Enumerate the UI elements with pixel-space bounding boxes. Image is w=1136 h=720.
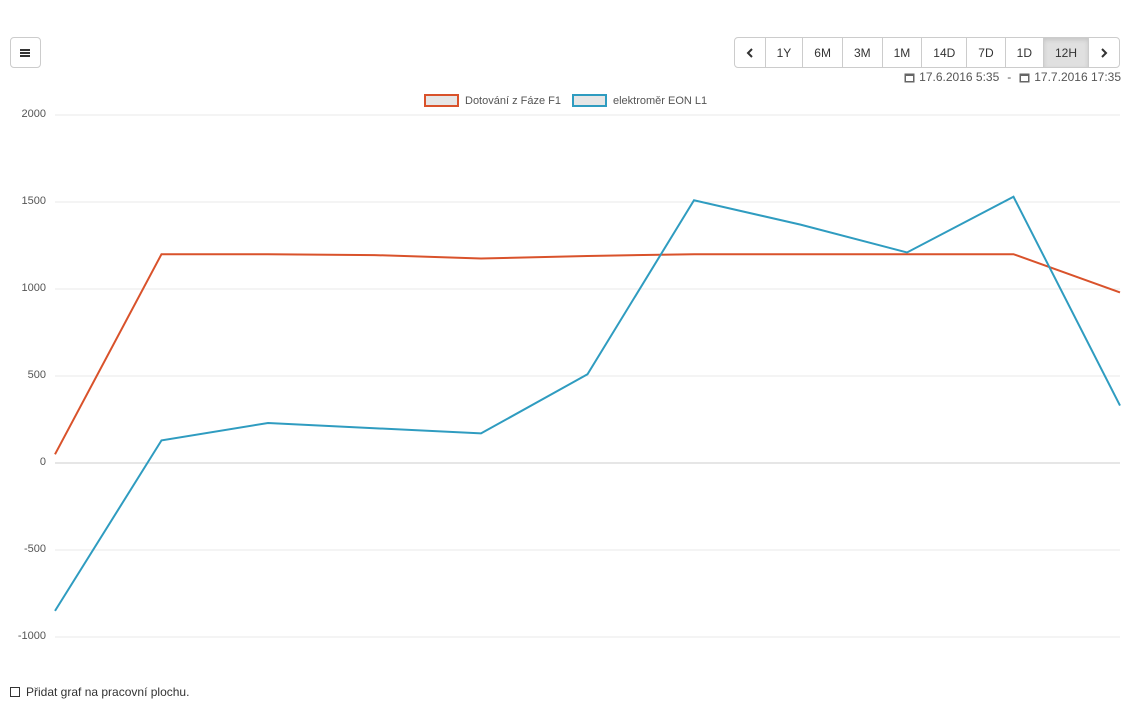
date-from[interactable]: 17.6.2016 5:35: [919, 70, 1000, 84]
date-separator: -: [1007, 70, 1012, 84]
range-button[interactable]: 6M: [802, 38, 842, 67]
calendar-icon: [904, 73, 915, 82]
series-line: [54, 253, 1121, 455]
y-tick-label: 500: [28, 369, 46, 381]
legend-label: Dotování z Fáze F1: [465, 95, 561, 107]
date-to[interactable]: 17.7.2016 17:35: [1034, 70, 1121, 84]
range-button[interactable]: 1Y: [764, 38, 803, 67]
range-button[interactable]: 7D: [966, 38, 1004, 67]
range-button[interactable]: 3M: [841, 38, 882, 67]
footer: Přidat graf na pracovní plochu.: [10, 685, 189, 699]
range-button[interactable]: 1M: [881, 38, 922, 67]
calendar-icon: [1019, 73, 1030, 82]
range-button[interactable]: 14D: [921, 38, 966, 67]
menu-button[interactable]: [10, 37, 41, 68]
range-group: 1Y 6M 3M 1M 14D 7D 1D 12H: [733, 37, 1120, 68]
range-button[interactable]: 1D: [1004, 38, 1043, 67]
y-tick-label: 2000: [22, 108, 46, 120]
checkbox-label[interactable]: Přidat graf na pracovní plochu.: [26, 685, 190, 699]
y-tick-label: 1500: [22, 195, 46, 207]
next-button[interactable]: [1088, 38, 1119, 67]
date-range: 17.6.2016 5:35 - 17.7.2016 17:35: [904, 70, 1121, 84]
legend-swatch: [572, 94, 607, 107]
prev-button[interactable]: [735, 38, 765, 67]
y-tick-label: -1000: [18, 630, 46, 642]
legend-swatch: [424, 94, 459, 107]
checkbox[interactable]: [10, 687, 20, 697]
y-tick-label: 0: [40, 456, 46, 468]
range-button[interactable]: 12H: [1042, 38, 1088, 67]
legend-label: elektroměr EON L1: [613, 95, 707, 107]
series-line: [54, 195, 1121, 612]
y-tick-label: 1000: [22, 282, 46, 294]
menu-icon: [19, 48, 30, 57]
chart: -1000 -500 0 500 1000 1500 2000 Dotování z Fáze…: [18, 94, 1121, 642]
y-tick-label: -500: [24, 543, 46, 555]
